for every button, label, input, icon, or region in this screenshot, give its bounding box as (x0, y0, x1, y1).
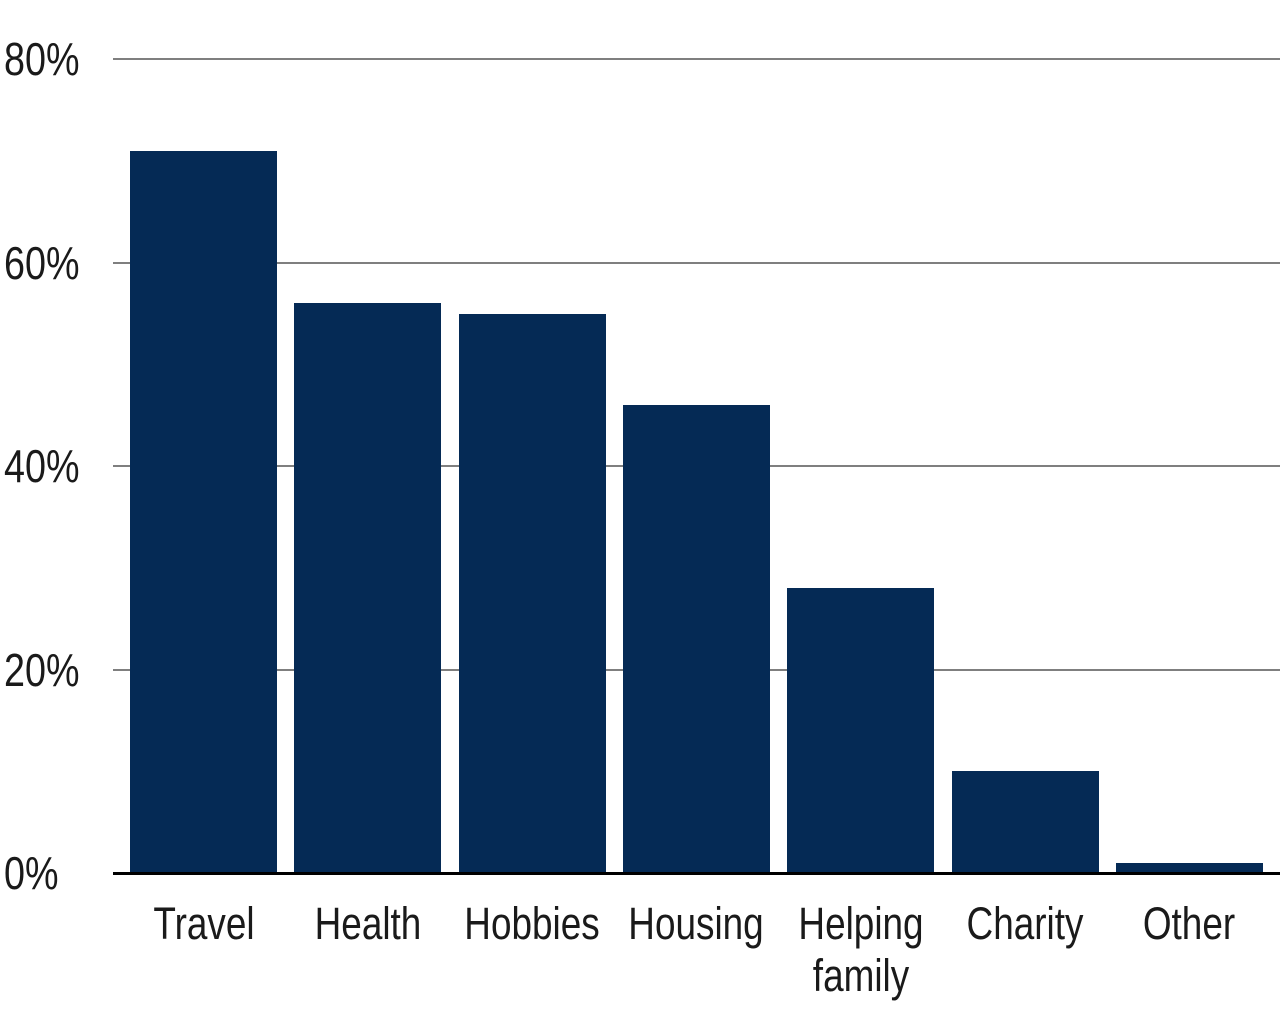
x-axis-label-travel: Travel (153, 898, 255, 949)
bar-travel (130, 150, 277, 873)
bar-helping-family (787, 588, 934, 873)
x-axis-label-other: Other (1142, 898, 1236, 949)
x-axis-label-charity: Charity (966, 898, 1084, 949)
y-tick-label-20: 20% (4, 643, 80, 696)
bar-charity (952, 771, 1099, 873)
y-tick-label-80: 80% (4, 33, 80, 86)
gridline-80 (113, 58, 1280, 61)
bar-health (294, 303, 441, 873)
y-tick-label-60: 60% (4, 236, 80, 289)
x-axis-baseline (113, 871, 1280, 875)
bar-other (1116, 862, 1263, 873)
bar-hobbies (459, 313, 606, 873)
bar-housing (623, 405, 770, 873)
y-tick-label-40: 40% (4, 440, 80, 493)
x-axis-label-housing: Housing (628, 898, 764, 949)
x-axis-label-hobbies: Hobbies (464, 898, 600, 949)
x-axis-label-health: Health (314, 898, 422, 949)
gridline-60 (113, 261, 1280, 264)
x-axis-label-helping-family: Helping family (798, 898, 924, 1002)
y-tick-label-0: 0% (4, 847, 59, 899)
